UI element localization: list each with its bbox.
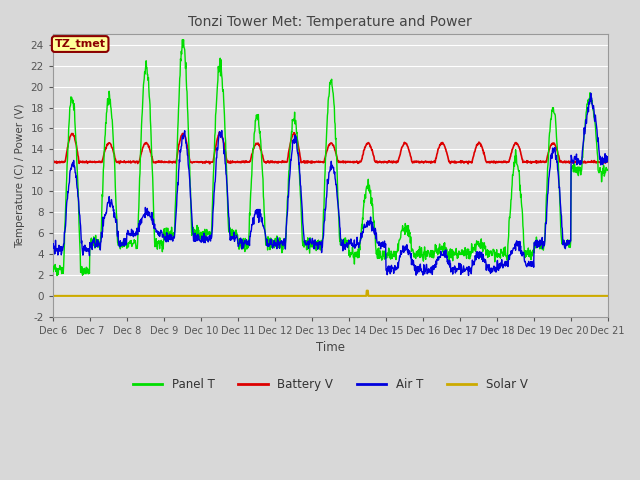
Legend: Panel T, Battery V, Air T, Solar V: Panel T, Battery V, Air T, Solar V: [128, 373, 532, 396]
Text: TZ_tmet: TZ_tmet: [54, 39, 106, 49]
Y-axis label: Temperature (C) / Power (V): Temperature (C) / Power (V): [15, 103, 25, 248]
Title: Tonzi Tower Met: Temperature and Power: Tonzi Tower Met: Temperature and Power: [188, 15, 472, 29]
X-axis label: Time: Time: [316, 341, 345, 354]
